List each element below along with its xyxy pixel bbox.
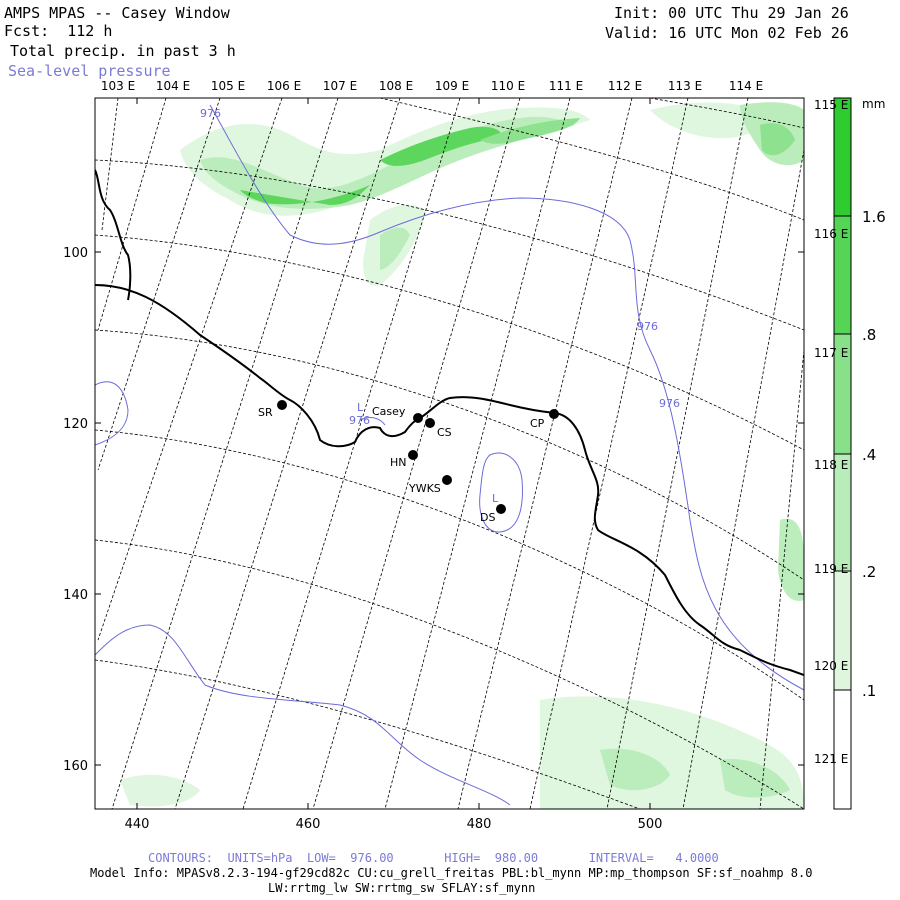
graticule-lines	[95, 98, 804, 809]
y-axis	[95, 251, 804, 766]
colorbar-unit: mm	[862, 97, 885, 111]
y-tick-label: 140	[63, 588, 88, 603]
colorbar-label: .8	[862, 326, 876, 344]
x-tick-label: 440	[125, 817, 150, 832]
longitude-label: 117 E	[814, 346, 848, 360]
station-marker	[277, 400, 287, 410]
map-plot-area	[95, 98, 804, 809]
station-label: CS	[437, 426, 452, 439]
y-tick-label: 160	[63, 759, 88, 774]
longitude-label: 115 E	[814, 98, 848, 112]
x-tick-label: 460	[296, 817, 321, 832]
low-pressure-marker: L	[357, 401, 364, 414]
colorbar	[833, 97, 852, 810]
longitude-label: 103 E	[101, 79, 135, 93]
model-info: Model Info: MPASv8.2.3-194-gf29cd82c CU:…	[90, 866, 813, 880]
station-marker	[496, 504, 506, 514]
longitude-label: 120 E	[814, 659, 848, 673]
longitude-label: 118 E	[814, 458, 848, 472]
longitude-label: 110 E	[491, 79, 525, 93]
colorbar-label: .2	[862, 563, 876, 581]
longitude-label: 105 E	[211, 79, 245, 93]
contour-label: 976	[659, 397, 680, 410]
longitude-label: 109 E	[435, 79, 469, 93]
station-marker	[408, 450, 418, 460]
longitude-label: 107 E	[323, 79, 357, 93]
station-label: SR	[258, 406, 273, 419]
longitude-label: 119 E	[814, 562, 848, 576]
longitude-label: 114 E	[729, 79, 763, 93]
station-label: DS	[480, 511, 495, 524]
contour-label: 976	[200, 107, 221, 120]
model-info-line2: LW:rrtmg_lw SW:rrtmg_sw SFLAY:sf_mynn	[268, 881, 536, 895]
station-marker	[442, 475, 452, 485]
colorbar-labels: mm 1.6 .8 .4 .2 .1	[862, 97, 886, 700]
forecast-hour: Fcst: 112 h	[4, 22, 113, 40]
station-label: Casey	[372, 405, 406, 418]
map-title: AMPS MPAS -- Casey Window	[4, 4, 230, 22]
station-label: HN	[390, 456, 407, 469]
contour-field-name: Sea-level pressure	[8, 62, 171, 80]
contour-label: 976	[349, 414, 370, 427]
longitude-label: 108 E	[379, 79, 413, 93]
contour-labels: 976 976 976 976 L L	[200, 107, 680, 505]
longitude-label: 112 E	[608, 79, 642, 93]
longitude-label: 113 E	[668, 79, 702, 93]
contour-label: 976	[637, 320, 658, 333]
longitude-label: 104 E	[156, 79, 190, 93]
low-pressure-marker: L	[492, 492, 499, 505]
longitude-label: 106 E	[267, 79, 301, 93]
longitude-label: 116 E	[814, 227, 848, 241]
station-marker	[413, 413, 423, 423]
station-label: YWKS	[408, 482, 441, 495]
field-name: Total precip. in past 3 h	[10, 42, 236, 60]
init-time: Init: 00 UTC Thu 29 Jan 26	[614, 4, 849, 22]
station-marker	[549, 409, 559, 419]
longitude-labels-right: 115 E 116 E 117 E 118 E 119 E 120 E 121 …	[814, 98, 848, 766]
station-marker	[425, 418, 435, 428]
pressure-contours	[95, 104, 804, 806]
longitude-label: 121 E	[814, 752, 848, 766]
station-label: CP	[530, 417, 545, 430]
x-tick-label: 480	[467, 817, 492, 832]
x-tick-label: 500	[638, 817, 663, 832]
coastline	[95, 169, 804, 676]
stations: SR Casey CS HN YWKS CP DS	[258, 400, 559, 524]
valid-time: Valid: 16 UTC Mon 02 Feb 26	[605, 24, 849, 42]
x-axis	[136, 98, 651, 809]
contours-info: CONTOURS: UNITS=hPa LOW= 976.00 HIGH= 98…	[148, 851, 719, 865]
precip-shading	[120, 102, 804, 809]
longitude-labels-top: 103 E 104 E 105 E 106 E 107 E 108 E 109 …	[101, 79, 763, 93]
y-tick-label: 120	[63, 417, 88, 432]
longitude-label: 111 E	[549, 79, 583, 93]
colorbar-label: .4	[862, 446, 876, 464]
colorbar-label: .1	[862, 682, 876, 700]
plot-frame	[94, 97, 805, 810]
y-tick-label: 100	[63, 246, 88, 261]
colorbar-label: 1.6	[862, 208, 886, 226]
